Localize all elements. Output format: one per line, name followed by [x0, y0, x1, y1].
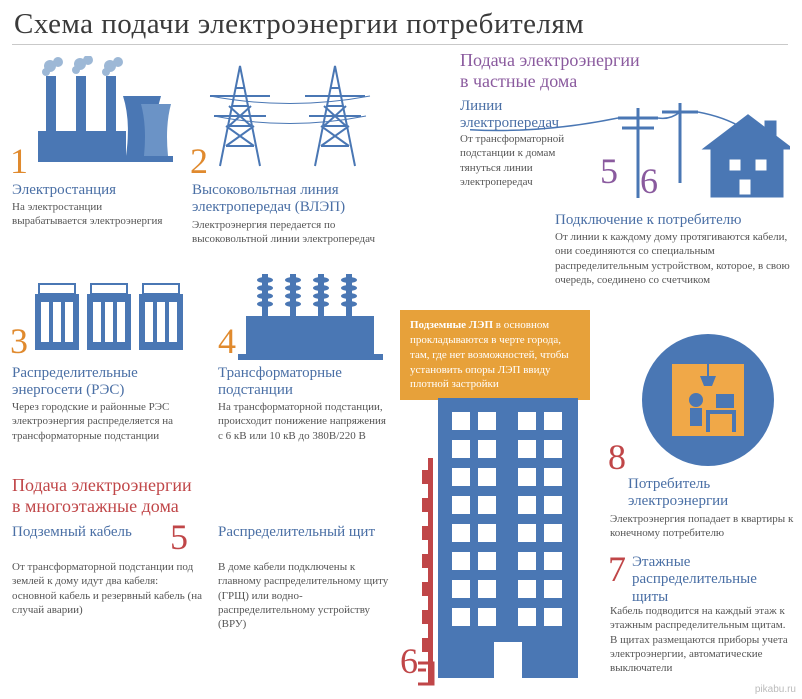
step-5a-title: Подземный кабель: [12, 524, 132, 541]
step-1-num: 1: [10, 140, 28, 182]
main-title: Схема подачи электроэнергии потребителям: [14, 8, 584, 41]
step-1-body: На электростанции вырабатывается электро…: [12, 200, 177, 229]
step-2-title: Высоковольтная линия электропередач (ВЛЭ…: [192, 182, 392, 217]
section-houses-title: Подача электроэнергии в частные дома: [460, 50, 720, 91]
title-underline: [12, 44, 788, 45]
step-4-body: На трансформаторной подстанции, происход…: [218, 400, 388, 443]
step-5a-num: 5: [170, 516, 188, 558]
transformer-icon: [238, 270, 383, 360]
step-4-num: 4: [218, 320, 236, 362]
step-3-body: Через городские и районные РЭС электроэн…: [12, 400, 202, 443]
step-4-title: Трансформаторные подстанции: [218, 365, 388, 400]
step-5a-body: От трансформаторной подстанции под земле…: [12, 560, 202, 617]
power-plant-icon: [28, 56, 178, 166]
step-1-title: Электростанция: [12, 182, 182, 199]
step-6a-body: В доме кабели подключены к главному расп…: [218, 560, 398, 631]
step-8-num: 8: [608, 436, 626, 478]
res-buildings-icon: [35, 278, 195, 358]
step-6b-num: 6: [640, 160, 658, 202]
consumer-circle-icon: [638, 330, 778, 470]
step-7-body: Кабель подводится на каждый этаж к этажн…: [610, 604, 795, 675]
apartment-building-icon: [418, 398, 598, 688]
step-6b-body: От линии к каждому дому протягиваются ка…: [555, 230, 790, 287]
step-3-num: 3: [10, 320, 28, 362]
watermark: pikabu.ru: [755, 684, 796, 695]
step-6a-title: Распределительный щит: [218, 524, 378, 541]
poles-house-icon: [470, 98, 790, 208]
step-8-title: Потребитель электроэнергии: [628, 476, 788, 511]
pylon-icon: [200, 56, 380, 171]
step-2-body: Электроэнергия передается по высоковольт…: [192, 218, 382, 247]
section-apartments-title: Подача электроэнергии в многоэтажные дом…: [12, 475, 272, 516]
step-6a-num: 6: [400, 640, 418, 682]
step-7-num: 7: [608, 548, 626, 590]
callout-box: Подземные ЛЭП в основном прокладываются …: [400, 310, 590, 400]
step-6b-title: Подключение к потребителю: [555, 212, 785, 229]
step-2-num: 2: [190, 140, 208, 182]
step-3-title: Распределительные энергосети (РЭС): [12, 365, 192, 400]
infographic-canvas: Схема подачи электроэнергии потребителям: [0, 0, 802, 699]
step-8-body: Электроэнергия попадает в квартиры к кон…: [610, 512, 795, 541]
step-7-title: Этажные распределительные щиты: [632, 554, 792, 606]
callout-bold: Подземные ЛЭП: [410, 319, 493, 331]
